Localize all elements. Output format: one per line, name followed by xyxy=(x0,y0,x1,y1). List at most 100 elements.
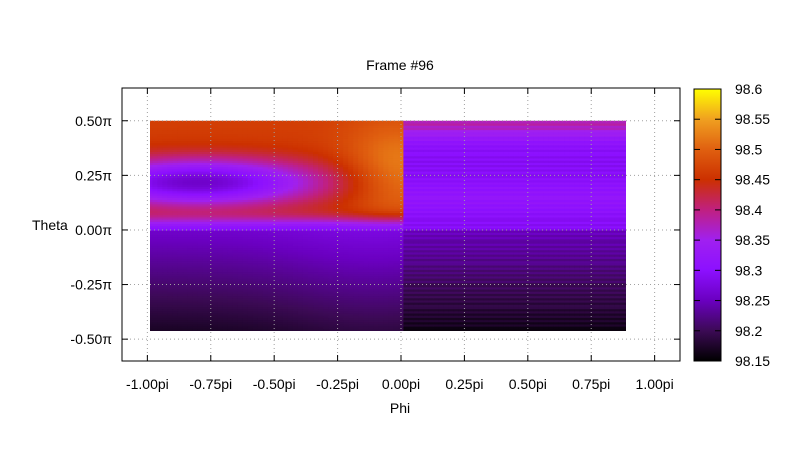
heatmap-cell xyxy=(287,278,294,281)
heatmap-cell xyxy=(297,229,304,233)
heatmap-cell xyxy=(262,282,269,286)
heatmap-cell xyxy=(558,236,565,240)
heatmap-cell xyxy=(624,253,626,257)
heatmap-cell xyxy=(373,335,379,338)
heatmap-cell xyxy=(438,238,445,242)
heatmap-cell xyxy=(543,317,550,321)
heatmap-cell xyxy=(227,310,234,314)
heatmap-cell xyxy=(308,238,314,242)
heatmap-cell xyxy=(297,315,304,318)
heatmap-cell xyxy=(187,227,194,231)
heatmap-cell xyxy=(518,293,525,297)
heatmap-cell xyxy=(297,243,304,246)
heatmap-cell xyxy=(468,319,475,323)
heatmap-cell xyxy=(267,297,274,301)
heatmap-cell xyxy=(594,232,600,235)
heatmap-cell xyxy=(257,315,264,318)
heatmap-cell xyxy=(348,225,354,229)
heatmap-cell xyxy=(237,264,244,268)
heatmap-cell xyxy=(333,267,339,270)
heatmap-cell xyxy=(257,245,264,249)
heatmap-cell xyxy=(604,234,610,238)
heatmap-cell xyxy=(428,243,435,246)
heatmap-cell xyxy=(287,264,294,268)
heatmap-cell xyxy=(182,253,189,257)
heatmap-cell xyxy=(508,319,515,323)
heatmap-cell xyxy=(383,315,389,318)
heatmap-cell xyxy=(318,308,324,312)
heatmap-cell xyxy=(187,306,194,310)
heatmap-cell xyxy=(564,308,570,312)
heatmap-cell xyxy=(574,269,580,273)
heatmap-cell xyxy=(353,326,359,329)
heatmap-cell xyxy=(287,245,294,249)
heatmap-cell xyxy=(162,238,169,242)
heatmap-cell xyxy=(308,243,314,246)
heatmap-cell xyxy=(302,317,309,321)
heatmap-cell xyxy=(333,302,339,305)
heatmap-cell xyxy=(237,317,244,321)
heatmap-cell xyxy=(448,321,455,325)
heatmap-cell xyxy=(594,306,600,310)
heatmap-cell xyxy=(403,253,409,257)
heatmap-cell xyxy=(574,326,580,329)
heatmap-cell xyxy=(584,326,590,329)
heatmap-cell xyxy=(182,271,189,275)
heatmap-cell xyxy=(262,304,269,307)
heatmap-cell xyxy=(302,286,309,290)
heatmap-cell xyxy=(423,256,430,259)
heatmap-cell xyxy=(267,260,274,264)
heatmap-cell xyxy=(579,299,585,303)
heatmap-cell xyxy=(242,293,249,297)
heatmap-cell xyxy=(202,249,209,253)
heatmap-cell xyxy=(533,225,540,229)
heatmap-cell xyxy=(172,321,179,325)
heatmap-cell xyxy=(318,288,324,292)
heatmap-cell xyxy=(167,278,174,281)
heatmap-cell xyxy=(348,232,354,235)
heatmap-cell xyxy=(177,291,184,294)
heatmap-cell xyxy=(533,297,540,301)
heatmap-cell xyxy=(192,288,199,292)
heatmap-cell xyxy=(418,304,425,307)
heatmap-cell xyxy=(538,280,545,283)
heatmap-cell xyxy=(413,249,420,253)
heatmap-cell xyxy=(599,304,605,307)
heatmap-cell xyxy=(558,262,565,266)
heatmap-cell xyxy=(428,293,435,297)
heatmap-cell xyxy=(619,315,625,318)
heatmap-cell xyxy=(538,256,545,259)
heatmap-cell xyxy=(579,258,585,262)
heatmap-cell xyxy=(187,267,194,270)
heatmap-cell xyxy=(323,284,329,288)
heatmap-cell xyxy=(443,249,450,253)
heatmap-cell xyxy=(308,333,314,336)
heatmap-cell xyxy=(518,232,525,235)
heatmap-cell xyxy=(383,271,389,275)
heatmap-cell xyxy=(182,227,189,231)
heatmap-cell xyxy=(599,243,605,246)
heatmap-cell xyxy=(333,310,339,314)
heatmap-cell xyxy=(217,269,224,273)
heatmap-cell xyxy=(594,317,600,321)
heatmap-cell xyxy=(373,297,379,301)
heatmap-cell xyxy=(152,260,158,264)
heatmap-cell xyxy=(172,271,179,275)
heatmap-cell xyxy=(162,295,169,299)
heatmap-cell xyxy=(187,288,194,292)
heatmap-cell xyxy=(343,256,349,259)
heatmap-cell xyxy=(418,234,425,238)
heatmap-cell xyxy=(293,337,299,340)
heatmap-cell xyxy=(508,273,515,277)
heatmap-cell xyxy=(548,262,555,266)
heatmap-cell xyxy=(483,264,490,268)
heatmap-cell xyxy=(368,234,374,238)
heatmap-cell xyxy=(353,232,359,235)
heatmap-cell xyxy=(308,234,314,238)
heatmap-cell xyxy=(428,297,435,301)
heatmap-cell xyxy=(257,306,264,310)
heatmap-cell xyxy=(252,304,259,307)
heatmap-cell xyxy=(273,333,279,336)
heatmap-cell xyxy=(609,256,615,259)
heatmap-cell xyxy=(328,323,334,327)
